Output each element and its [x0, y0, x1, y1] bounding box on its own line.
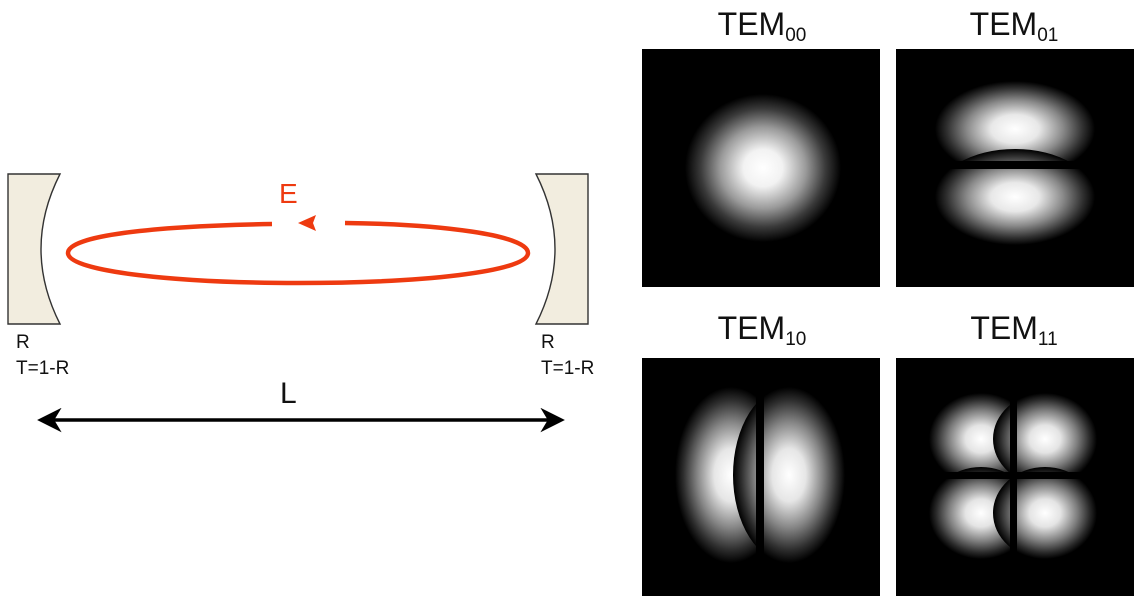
- mode-image-tem00: [642, 49, 880, 287]
- left-mirror-reflectivity-label: R: [16, 332, 30, 353]
- left-mirror-transmission-label: T=1-R: [16, 358, 70, 379]
- cavity-diagram: [7, 173, 589, 433]
- right-mirror-transmission-label: T=1-R: [541, 358, 595, 379]
- mode-title-tem10: TEM10: [717, 310, 807, 350]
- right-mirror-reflectivity-label: R: [541, 332, 555, 353]
- mode-image-tem10: [642, 358, 880, 596]
- beam-loop: [65, 220, 531, 286]
- left-mirror: [7, 173, 62, 325]
- field-label: E: [279, 178, 298, 209]
- length-label: L: [280, 377, 297, 410]
- beam-arrowhead: [298, 215, 316, 231]
- right-mirror: [534, 173, 589, 325]
- mode-image-tem11: [896, 358, 1134, 596]
- mode-title-tem00: TEM00: [717, 6, 807, 46]
- mode-title-tem01: TEM01: [969, 6, 1059, 46]
- mode-title-tem11: TEM11: [970, 310, 1058, 350]
- mode-image-tem01: [896, 49, 1134, 287]
